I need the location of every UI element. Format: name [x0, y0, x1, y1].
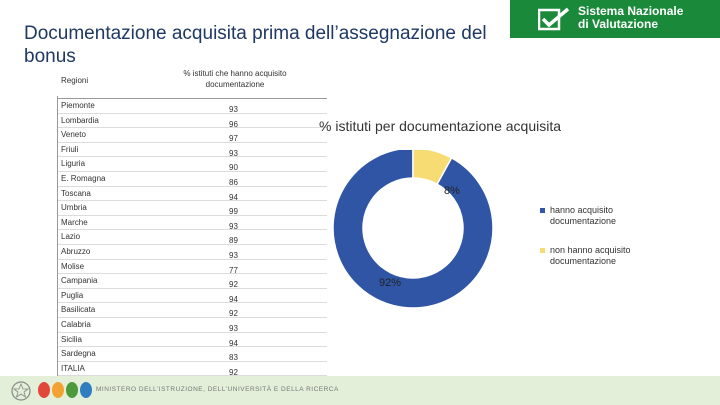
- region-name: Umbria: [61, 203, 87, 213]
- page-title: Documentazione acquisita prima dell’asse…: [24, 23, 487, 67]
- region-name: Friuli: [61, 144, 79, 154]
- snv-logo: Sistema Nazionale di Valutazione: [510, 0, 720, 38]
- header-divider: [57, 98, 327, 99]
- chart-title: % istituti per documentazione acquisita: [319, 118, 562, 134]
- logo-line-1: Sistema Nazionale: [578, 4, 684, 18]
- region-name: Lombardia: [61, 115, 99, 125]
- table-left-border: [57, 96, 58, 376]
- data-label-0: 92%: [379, 277, 401, 289]
- table-row: ITALIA 92: [57, 362, 327, 377]
- table-header: Regioni % istituti che hanno acquisito d…: [57, 68, 327, 96]
- region-name: ITALIA: [61, 363, 85, 373]
- regions-table: Regioni % istituti che hanno acquisito d…: [57, 68, 327, 377]
- miur-logo: [38, 382, 92, 398]
- donut-chart: 92% 8%: [332, 150, 494, 309]
- region-value: 97: [229, 134, 238, 144]
- table-row: Basilicata 92: [57, 303, 327, 318]
- table-row: Sardegna 83: [57, 347, 327, 362]
- legend-item: hanno acquisito documentazione: [540, 205, 650, 227]
- chart-legend: hanno acquisito documentazione non hanno …: [540, 205, 650, 285]
- table-row: Friuli 93: [57, 143, 327, 158]
- table-body: Piemonte 93 Lombardia 96 Veneto 97 Friuli 93 Lig…: [57, 99, 327, 377]
- table-row: Campania 92: [57, 274, 327, 289]
- region-value: 93: [229, 250, 238, 260]
- region-value: 90: [229, 163, 238, 173]
- region-name: Marche: [61, 217, 88, 227]
- region-name: Basilicata: [61, 305, 96, 315]
- legend-label: non hanno acquisito documentazione: [550, 245, 631, 266]
- region-name: Toscana: [61, 188, 91, 198]
- legend-swatch: [540, 248, 545, 253]
- data-label-1: 8%: [444, 185, 460, 197]
- table-row: Lazio 89: [57, 230, 327, 245]
- republic-emblem-icon: [11, 381, 31, 401]
- table-row: Molise 77: [57, 260, 327, 275]
- region-value: 93: [229, 148, 238, 158]
- region-value: 83: [229, 353, 238, 363]
- table-row: Sicilia 94: [57, 333, 327, 348]
- region-name: Piemonte: [61, 101, 95, 110]
- ministry-name: MINISTERO DELL’ISTRUZIONE, DELL’UNIVERSI…: [96, 386, 339, 393]
- region-name: Veneto: [61, 130, 86, 140]
- table-row: Lombardia 96: [57, 114, 327, 129]
- legend-swatch: [540, 208, 545, 213]
- region-value: 93: [229, 221, 238, 231]
- region-name: Puglia: [61, 290, 84, 300]
- region-value: 99: [229, 207, 238, 217]
- table-row: Piemonte 93: [57, 99, 327, 114]
- region-name: Sardegna: [61, 349, 96, 359]
- region-name: Campania: [61, 276, 98, 286]
- table-row: Umbria 99: [57, 201, 327, 216]
- check-box-icon: [538, 7, 570, 31]
- donut-slice-1: [412, 150, 453, 186]
- region-name: Abruzzo: [61, 246, 91, 256]
- header-value: % istituti che hanno acquisito documenta…: [183, 69, 287, 89]
- region-value: 77: [229, 265, 238, 275]
- region-value: 93: [229, 323, 238, 333]
- region-value: 94: [229, 338, 238, 348]
- region-value: 89: [229, 236, 238, 246]
- region-name: Lazio: [61, 232, 81, 242]
- table-row: Toscana 94: [57, 187, 327, 202]
- region-value: 92: [229, 367, 238, 377]
- region-value: 93: [229, 105, 238, 114]
- legend-item: non hanno acquisito documentazione: [540, 245, 650, 267]
- region-value: 96: [229, 119, 238, 129]
- table-row: Abruzzo 93: [57, 245, 327, 260]
- header-region: Regioni: [61, 76, 89, 85]
- region-value: 94: [229, 294, 238, 304]
- logo-line-2: di Valutazione: [578, 17, 659, 31]
- region-name: Calabria: [61, 319, 91, 329]
- footer-bar: MINISTERO DELL’ISTRUZIONE, DELL’UNIVERSI…: [0, 376, 720, 405]
- region-name: E. Romagna: [61, 173, 106, 183]
- region-name: Molise: [61, 261, 85, 271]
- table-row: Calabria 93: [57, 318, 327, 333]
- region-name: Sicilia: [61, 334, 82, 344]
- table-row: Puglia 94: [57, 289, 327, 304]
- table-row: E. Romagna 86: [57, 172, 327, 187]
- region-value: 92: [229, 309, 238, 319]
- table-row: Marche 93: [57, 216, 327, 231]
- region-value: 92: [229, 280, 238, 290]
- table-row: Liguria 90: [57, 157, 327, 172]
- legend-label: hanno acquisito documentazione: [550, 205, 617, 226]
- table-row: Veneto 97: [57, 128, 327, 143]
- region-value: 94: [229, 192, 238, 202]
- region-value: 86: [229, 177, 238, 187]
- region-name: Liguria: [61, 159, 86, 169]
- donut-slice-0: [332, 150, 494, 309]
